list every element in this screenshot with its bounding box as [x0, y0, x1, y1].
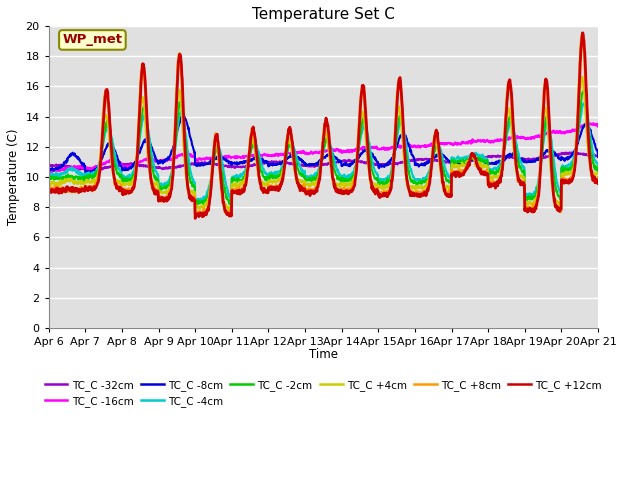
- TC_C +8cm: [192, 213, 200, 218]
- TC_C -8cm: [261, 159, 269, 165]
- X-axis label: Time: Time: [309, 348, 338, 361]
- TC_C -32cm: [86, 168, 93, 173]
- TC_C +4cm: [196, 206, 204, 212]
- TC_C -4cm: [45, 172, 52, 178]
- TC_C -2cm: [45, 178, 52, 184]
- TC_C -2cm: [228, 202, 236, 208]
- TC_C +12cm: [274, 187, 282, 193]
- TC_C -32cm: [274, 159, 282, 165]
- TC_C +4cm: [579, 74, 586, 80]
- TC_C +12cm: [45, 186, 52, 192]
- TC_C -16cm: [274, 153, 282, 159]
- TC_C -8cm: [82, 171, 90, 177]
- TC_C -4cm: [581, 100, 589, 106]
- TC_C -16cm: [546, 128, 554, 133]
- TC_C -8cm: [408, 152, 416, 158]
- TC_C -2cm: [274, 173, 282, 179]
- TC_C +12cm: [595, 180, 602, 186]
- TC_C +8cm: [579, 31, 586, 36]
- TC_C -4cm: [408, 170, 416, 176]
- TC_C +12cm: [546, 124, 554, 130]
- TC_C +12cm: [579, 30, 587, 36]
- TC_C +8cm: [274, 185, 282, 191]
- Line: TC_C -16cm: TC_C -16cm: [49, 123, 598, 172]
- TC_C +4cm: [260, 181, 268, 187]
- TC_C -4cm: [193, 198, 200, 204]
- TC_C +12cm: [408, 192, 416, 198]
- TC_C -8cm: [166, 153, 174, 158]
- TC_C -2cm: [546, 126, 554, 132]
- TC_C +8cm: [260, 185, 268, 191]
- TC_C -16cm: [595, 124, 602, 130]
- Line: TC_C -4cm: TC_C -4cm: [49, 103, 598, 201]
- Line: TC_C +8cm: TC_C +8cm: [49, 34, 598, 216]
- TC_C -8cm: [275, 161, 282, 167]
- TC_C -32cm: [566, 150, 573, 156]
- TC_C -32cm: [260, 160, 268, 166]
- Title: Temperature Set C: Temperature Set C: [252, 7, 395, 22]
- TC_C +12cm: [166, 193, 174, 199]
- TC_C +8cm: [546, 134, 554, 140]
- TC_C -32cm: [45, 163, 52, 169]
- TC_C -8cm: [179, 113, 186, 119]
- TC_C -16cm: [45, 169, 53, 175]
- TC_C -32cm: [546, 154, 554, 159]
- TC_C -16cm: [260, 152, 268, 157]
- TC_C -4cm: [546, 125, 554, 131]
- TC_C -32cm: [499, 154, 506, 160]
- TC_C -16cm: [408, 143, 416, 149]
- TC_C -4cm: [595, 162, 602, 168]
- Line: TC_C -32cm: TC_C -32cm: [49, 153, 598, 170]
- TC_C +4cm: [546, 154, 554, 160]
- TC_C +12cm: [191, 216, 199, 221]
- TC_C +8cm: [595, 175, 602, 180]
- TC_C +4cm: [274, 179, 282, 184]
- TC_C -8cm: [45, 166, 52, 172]
- TC_C -16cm: [499, 137, 506, 143]
- TC_C -8cm: [499, 158, 506, 164]
- Text: WP_met: WP_met: [62, 34, 122, 47]
- TC_C -16cm: [166, 156, 174, 161]
- TC_C -2cm: [166, 180, 174, 186]
- Legend: TC_C -32cm, TC_C -16cm, TC_C -8cm, TC_C -4cm, TC_C -2cm, TC_C +4cm, TC_C +8cm, T: TC_C -32cm, TC_C -16cm, TC_C -8cm, TC_C …: [40, 375, 606, 411]
- TC_C -2cm: [260, 174, 268, 180]
- Line: TC_C +12cm: TC_C +12cm: [49, 33, 598, 218]
- TC_C +4cm: [45, 181, 52, 187]
- TC_C +12cm: [260, 188, 268, 193]
- TC_C -16cm: [45, 168, 52, 174]
- TC_C -2cm: [595, 167, 602, 173]
- TC_C -4cm: [260, 169, 268, 175]
- TC_C -8cm: [595, 154, 602, 160]
- TC_C +4cm: [499, 160, 506, 166]
- TC_C +12cm: [499, 168, 506, 173]
- Line: TC_C -8cm: TC_C -8cm: [49, 116, 598, 174]
- TC_C -32cm: [408, 157, 416, 163]
- TC_C -32cm: [595, 154, 602, 159]
- TC_C -4cm: [274, 169, 282, 175]
- TC_C +8cm: [499, 162, 506, 168]
- TC_C +4cm: [408, 184, 416, 190]
- Line: TC_C +4cm: TC_C +4cm: [49, 77, 598, 209]
- TC_C +4cm: [166, 186, 174, 192]
- TC_C +4cm: [595, 171, 602, 177]
- Y-axis label: Temperature (C): Temperature (C): [7, 129, 20, 225]
- TC_C -4cm: [166, 174, 174, 180]
- TC_C -8cm: [546, 147, 554, 153]
- TC_C -32cm: [166, 165, 174, 171]
- TC_C +8cm: [166, 190, 174, 195]
- Line: TC_C -2cm: TC_C -2cm: [49, 90, 598, 205]
- TC_C -16cm: [589, 120, 597, 126]
- TC_C -4cm: [499, 155, 506, 160]
- TC_C +8cm: [45, 188, 52, 194]
- TC_C -2cm: [408, 177, 416, 183]
- TC_C -2cm: [499, 157, 506, 163]
- TC_C -2cm: [580, 87, 588, 93]
- TC_C +8cm: [408, 191, 416, 196]
